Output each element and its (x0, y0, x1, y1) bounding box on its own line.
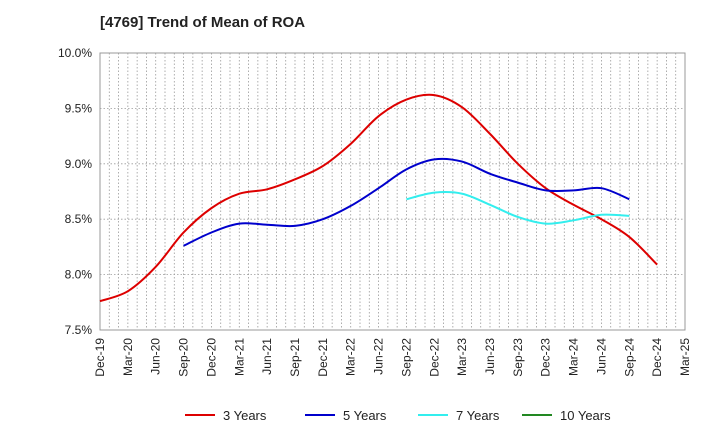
x-tick-label: Mar-20 (121, 338, 135, 376)
x-tick-label: Mar-23 (455, 338, 469, 376)
legend-label: 7 Years (456, 408, 500, 423)
y-tick-label: 9.0% (65, 157, 93, 171)
x-tick-label: Sep-22 (399, 338, 413, 377)
y-tick-label: 10.0% (58, 46, 92, 60)
series-lines (99, 93, 658, 303)
y-tick-label: 8.5% (65, 212, 93, 226)
x-tick-label: Mar-22 (344, 338, 358, 376)
legend-label: 5 Years (343, 408, 387, 423)
x-tick-label: Dec-23 (539, 338, 553, 377)
x-tick-label: Jun-20 (149, 338, 163, 375)
x-tick-label: Sep-24 (622, 338, 636, 377)
legend-label: 10 Years (560, 408, 611, 423)
chart-title: [4769] Trend of Mean of ROA (100, 14, 306, 31)
x-tick-label: Dec-22 (427, 338, 441, 377)
legend: 3 Years 5 Years 7 Years 10 Years (185, 408, 611, 423)
x-tick-label: Mar-21 (232, 338, 246, 376)
x-tick-label: Dec-19 (93, 338, 107, 377)
x-tick-label: Mar-24 (567, 338, 581, 376)
x-tick-label: Dec-21 (316, 338, 330, 377)
series-line-5-years (183, 157, 630, 247)
x-tick-label: Sep-23 (511, 338, 525, 377)
grid-lines (100, 53, 685, 330)
x-tick-label: Sep-20 (177, 338, 191, 377)
x-tick-label: Sep-21 (288, 338, 302, 377)
y-tick-label: 7.5% (65, 323, 93, 337)
y-axis-ticks: 7.5% 8.0% 8.5% 9.0% 9.5% 10.0% (58, 46, 92, 337)
x-tick-label: Dec-20 (204, 338, 218, 377)
plot-area-border (99, 52, 686, 331)
x-axis-ticks: Dec-19 Mar-20 Jun-20 Sep-20 Dec-20 Mar-21 Jun-… (93, 338, 692, 377)
x-tick-label: Mar-25 (678, 338, 692, 376)
y-tick-label: 9.5% (65, 101, 93, 115)
x-tick-label: Dec-24 (650, 338, 664, 377)
x-tick-label: Jun-21 (260, 338, 274, 375)
series-line-3-years (99, 93, 658, 303)
x-tick-label: Jun-24 (594, 338, 608, 375)
x-tick-label: Jun-22 (372, 338, 386, 375)
x-tick-label: Jun-23 (483, 338, 497, 375)
y-tick-label: 8.0% (65, 268, 93, 282)
legend-label: 3 Years (223, 408, 267, 423)
series-line-7-years (406, 191, 630, 225)
